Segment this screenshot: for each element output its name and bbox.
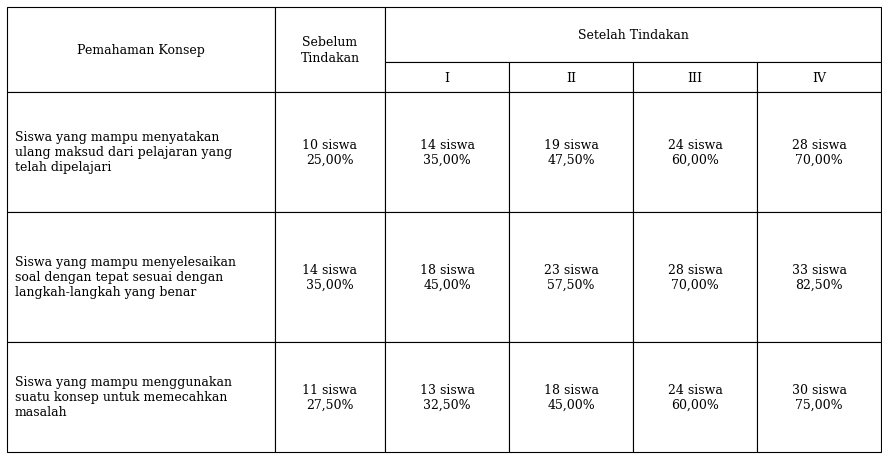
Bar — [385, 93, 509, 213]
Text: 24 siswa
60,00%: 24 siswa 60,00% — [668, 139, 722, 167]
Bar — [275, 93, 385, 213]
Text: 33 siswa
82,50%: 33 siswa 82,50% — [791, 263, 847, 291]
Text: Pemahaman Konsep: Pemahaman Konsep — [77, 44, 205, 57]
Text: 28 siswa
70,00%: 28 siswa 70,00% — [668, 263, 722, 291]
Text: 18 siswa
45,00%: 18 siswa 45,00% — [420, 263, 475, 291]
Bar — [385, 342, 509, 452]
Bar — [757, 342, 881, 452]
Bar — [7, 8, 275, 93]
Text: II: II — [566, 71, 576, 84]
Bar — [275, 342, 385, 452]
Text: 14 siswa
35,00%: 14 siswa 35,00% — [303, 263, 357, 291]
Bar — [7, 213, 275, 342]
Text: 10 siswa
25,00%: 10 siswa 25,00% — [303, 139, 357, 167]
Text: 11 siswa
27,50%: 11 siswa 27,50% — [303, 383, 357, 411]
Text: Siswa yang mampu menyelesaikan
soal dengan tepat sesuai dengan
langkah-langkah y: Siswa yang mampu menyelesaikan soal deng… — [15, 256, 236, 299]
Bar — [275, 213, 385, 342]
Text: 13 siswa
32,50%: 13 siswa 32,50% — [420, 383, 475, 411]
Text: Sebelum
Tindakan: Sebelum Tindakan — [301, 37, 360, 64]
Bar — [757, 213, 881, 342]
Bar — [509, 342, 633, 452]
Bar — [509, 93, 633, 213]
Bar — [633, 213, 757, 342]
Bar — [7, 342, 275, 452]
Text: I: I — [445, 71, 450, 84]
Bar — [633, 342, 757, 452]
Text: 28 siswa
70,00%: 28 siswa 70,00% — [791, 139, 847, 167]
Text: Setelah Tindakan: Setelah Tindakan — [578, 29, 689, 42]
Bar — [757, 63, 881, 93]
Text: 19 siswa
47,50%: 19 siswa 47,50% — [543, 139, 599, 167]
Bar — [275, 8, 385, 93]
Bar — [7, 93, 275, 213]
Text: III: III — [687, 71, 702, 84]
Text: 18 siswa
45,00%: 18 siswa 45,00% — [543, 383, 599, 411]
Bar — [509, 63, 633, 93]
Text: 23 siswa
57,50%: 23 siswa 57,50% — [543, 263, 599, 291]
Text: 24 siswa
60,00%: 24 siswa 60,00% — [668, 383, 722, 411]
Bar — [385, 8, 881, 63]
Text: Siswa yang mampu menyatakan
ulang maksud dari pelajaran yang
telah dipelajari: Siswa yang mampu menyatakan ulang maksud… — [15, 131, 232, 174]
Bar — [757, 93, 881, 213]
Bar — [509, 213, 633, 342]
Text: Siswa yang mampu menggunakan
suatu konsep untuk memecahkan
masalah: Siswa yang mampu menggunakan suatu konse… — [15, 375, 232, 419]
Text: 14 siswa
35,00%: 14 siswa 35,00% — [420, 139, 475, 167]
Bar — [633, 63, 757, 93]
Text: IV: IV — [812, 71, 826, 84]
Text: 30 siswa
75,00%: 30 siswa 75,00% — [791, 383, 847, 411]
Bar — [385, 63, 509, 93]
Bar — [385, 213, 509, 342]
Bar — [633, 93, 757, 213]
